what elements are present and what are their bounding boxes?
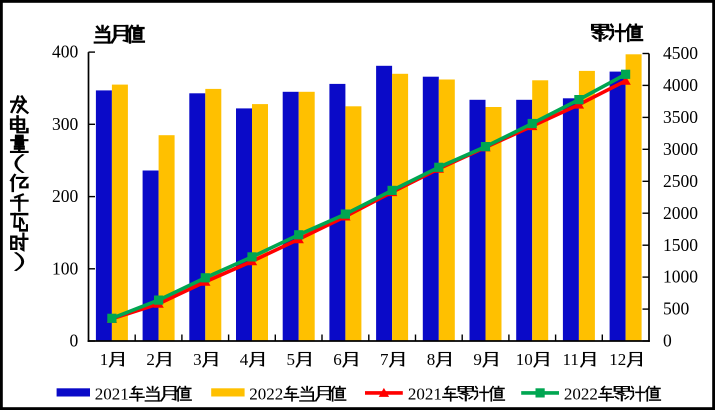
svg-text:4000: 4000 (663, 75, 698, 95)
svg-text:2500: 2500 (663, 171, 698, 191)
svg-text:0: 0 (69, 331, 78, 351)
svg-text:12: 12 (609, 350, 626, 369)
svg-text:2000: 2000 (663, 203, 698, 223)
svg-text:11: 11 (563, 350, 579, 369)
svg-text:4500: 4500 (663, 43, 698, 63)
svg-text:1500: 1500 (663, 235, 698, 255)
svg-text:8: 8 (427, 350, 436, 369)
svg-text:3000: 3000 (663, 139, 698, 159)
svg-text:3: 3 (193, 350, 202, 369)
svg-text:6: 6 (333, 350, 342, 369)
svg-text:10: 10 (516, 350, 533, 369)
svg-text:2022: 2022 (564, 385, 598, 404)
svg-text:3500: 3500 (663, 107, 698, 127)
svg-text:5: 5 (287, 350, 296, 369)
svg-text:7: 7 (380, 350, 389, 369)
svg-text:4: 4 (240, 350, 249, 369)
svg-text:2021: 2021 (95, 385, 129, 404)
svg-text:2021: 2021 (408, 385, 442, 404)
svg-text:9: 9 (473, 350, 482, 369)
svg-text:400: 400 (52, 42, 79, 62)
svg-text:2022: 2022 (249, 385, 283, 404)
svg-text:0: 0 (663, 331, 672, 351)
svg-text:300: 300 (52, 114, 79, 134)
svg-text:500: 500 (663, 299, 690, 319)
svg-text:1000: 1000 (663, 267, 698, 287)
svg-text:200: 200 (52, 186, 79, 206)
svg-text:2: 2 (146, 350, 155, 369)
svg-text:1: 1 (100, 350, 109, 369)
svg-text:100: 100 (52, 258, 79, 278)
